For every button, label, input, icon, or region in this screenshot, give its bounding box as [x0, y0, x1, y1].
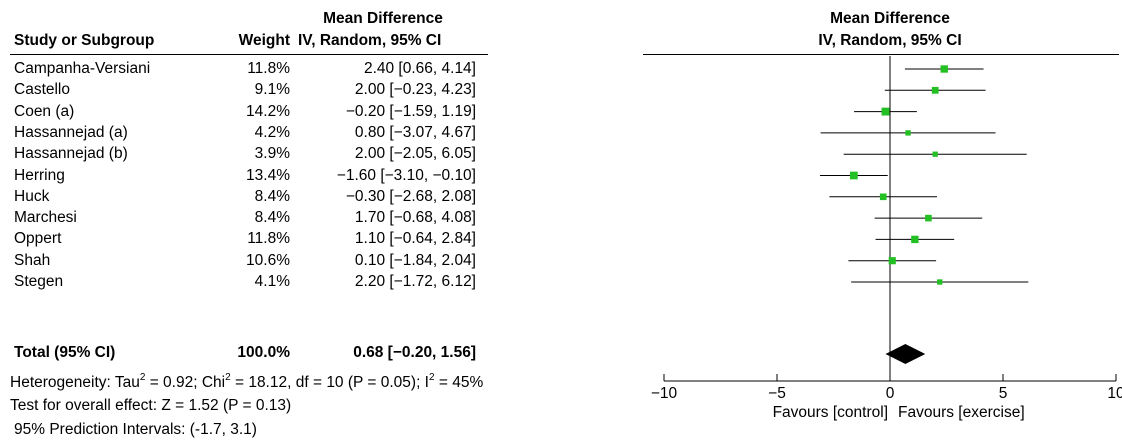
table-header-rule [10, 54, 488, 55]
plot-header-bottom: IV, Random, 95% CI [818, 32, 962, 49]
het-part-2: = 0.92; Chi [145, 374, 226, 391]
x-tick-label: −10 [651, 385, 678, 402]
study-weight: 4.1% [254, 273, 290, 290]
effect-marker [879, 193, 887, 201]
study-weight: 9.1% [254, 81, 290, 99]
total-weight: 100.0% [237, 344, 290, 361]
study-weight: 4.2% [254, 123, 290, 141]
md-col-header-bottom: IV, Random, 95% CI [298, 32, 442, 49]
study-ci: 0.10 [−1.84, 2.04] [354, 251, 476, 269]
effect-marker [937, 279, 943, 285]
effect-marker [888, 257, 896, 265]
effect-marker [849, 171, 858, 180]
effect-marker [940, 65, 948, 73]
pooled-diamond [885, 344, 926, 364]
study-weight: 3.9% [254, 145, 290, 163]
favours-exercise-label: Favours [exercise] [898, 404, 1025, 421]
study-name: Coen (a) [14, 102, 75, 120]
effect-marker [931, 86, 939, 94]
total-ci: 0.68 [−0.20, 1.56] [353, 344, 476, 361]
study-ci: 2.40 [0.66, 4.14] [363, 60, 476, 77]
study-ci: −0.30 [−2.68, 2.08] [345, 187, 476, 205]
study-name: Shah [14, 251, 51, 269]
effect-marker [932, 151, 938, 157]
prediction-interval-text: 95% Prediction Intervals: (-1.7, 3.1) [14, 421, 257, 438]
total-label: Total (95% CI) [14, 344, 116, 361]
heterogeneity-text: Heterogeneity: Tau2 = 0.92; Chi2 = 18.12… [10, 371, 484, 392]
study-name: Huck [14, 187, 50, 205]
plot-header-rule [643, 54, 1119, 55]
study-weight: 8.4% [254, 187, 290, 205]
effect-marker [905, 130, 911, 136]
het-sup-3: 2 [429, 371, 435, 383]
favours-control-label: Favours [control] [773, 404, 888, 421]
study-ci: 1.10 [−0.64, 2.84] [354, 230, 476, 248]
het-sup-1: 2 [139, 371, 146, 383]
plot-header-top: Mean Difference [830, 10, 950, 27]
study-weight: 8.4% [254, 209, 290, 227]
study-name: Castello [14, 81, 70, 99]
x-tick-label: 10 [1107, 385, 1122, 402]
het-part-3: = 18.12, df = 10 (P = 0.05); I [230, 374, 429, 391]
study-ci: 2.00 [−2.05, 6.05] [354, 145, 476, 163]
study-ci: −0.20 [−1.59, 1.19] [345, 102, 476, 120]
study-weight: 13.4% [246, 166, 290, 184]
study-weight: 11.8% [247, 230, 290, 248]
study-name: Hassannejad (b) [14, 145, 128, 163]
effect-marker [911, 235, 919, 244]
study-ci: 1.70 [−0.68, 4.08] [354, 209, 476, 227]
het-sup-2: 2 [225, 371, 231, 383]
x-tick-label: 0 [886, 385, 895, 402]
study-name: Marchesi [14, 209, 77, 227]
study-name: Campanha-Versiani [14, 60, 151, 77]
study-name: Stegen [14, 273, 64, 290]
study-ci: 2.20 [−1.72, 6.12] [354, 273, 476, 290]
effect-marker [925, 214, 932, 222]
study-ci: −1.60 [−3.10, −0.10] [336, 166, 476, 184]
effect-marker [881, 107, 890, 116]
study-name: Herring [14, 166, 65, 184]
study-ci: 2.00 [−0.23, 4.23] [354, 81, 476, 99]
study-weight: 11.8% [247, 60, 290, 77]
het-part-4: = 45% [434, 374, 484, 391]
overall-effect-text: Test for overall effect: Z = 1.52 (P = 0… [10, 397, 292, 414]
x-tick-label: 5 [999, 385, 1008, 402]
study-col-header: Study or Subgroup [14, 32, 155, 49]
study-name: Hassannejad (a) [14, 123, 128, 141]
study-name: Oppert [14, 230, 62, 248]
study-weight: 10.6% [246, 251, 290, 269]
md-col-header-top: Mean Difference [323, 10, 443, 27]
het-part-1: Heterogeneity: Tau [10, 374, 140, 391]
study-weight: 14.2% [246, 102, 290, 120]
study-ci: 0.80 [−3.07, 4.67] [354, 123, 476, 141]
weight-col-header: Weight [238, 32, 290, 49]
x-tick-label: −5 [768, 385, 786, 402]
